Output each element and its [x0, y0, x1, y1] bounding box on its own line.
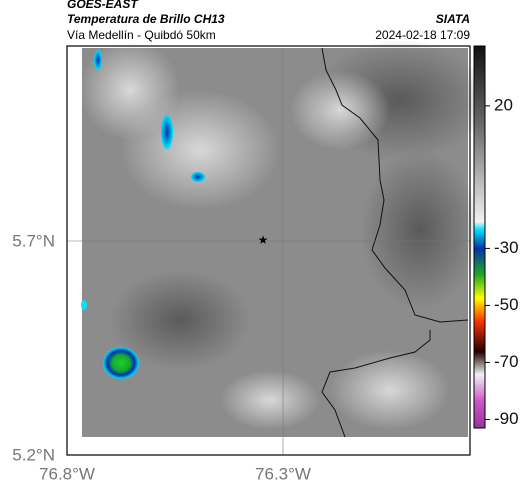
product: Temperatura de Brillo CH13: [67, 12, 225, 26]
satellite-image: ★: [67, 40, 490, 455]
source: SIATA: [436, 12, 470, 26]
colorbar: [473, 45, 486, 429]
colorbar-tick-label: -70: [494, 352, 519, 371]
colorbar-ticks: 20 -30 -50 -70 -90: [485, 95, 519, 428]
map-frame: [66, 45, 471, 456]
lon-label: 76.3°W: [255, 464, 311, 483]
subtitle: Vía Medellín - Quibdó 50km: [67, 28, 216, 42]
colorbar-tick-label: 20: [494, 95, 513, 114]
lon-label: 76.8°W: [39, 464, 95, 483]
satellite: GOES-EAST: [67, 0, 139, 11]
svg-text:★: ★: [258, 233, 269, 247]
colorbar-tick-label: -50: [494, 295, 519, 314]
lat-label: 5.2°N: [12, 445, 55, 464]
datetime: 2024-02-18 17:09: [375, 28, 470, 42]
colorbar-tick-label: -90: [494, 409, 519, 428]
lat-label: 5.7°N: [12, 231, 55, 250]
colorbar-tick-label: -30: [494, 238, 519, 257]
